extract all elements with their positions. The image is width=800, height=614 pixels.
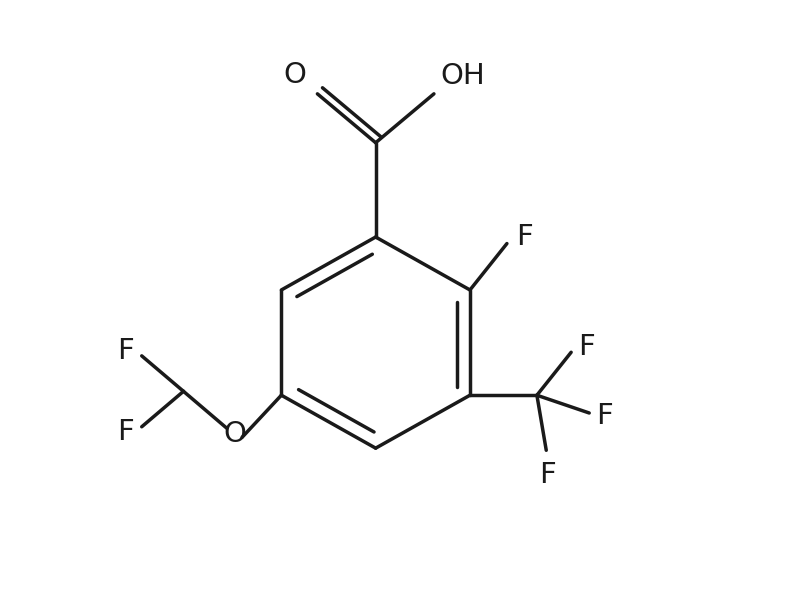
Text: F: F xyxy=(117,418,134,446)
Text: F: F xyxy=(516,223,533,252)
Text: F: F xyxy=(539,461,556,489)
Text: O: O xyxy=(223,421,246,448)
Text: F: F xyxy=(117,337,134,365)
Text: O: O xyxy=(283,61,306,89)
Text: F: F xyxy=(596,402,613,430)
Text: F: F xyxy=(578,333,594,362)
Text: OH: OH xyxy=(440,62,485,90)
